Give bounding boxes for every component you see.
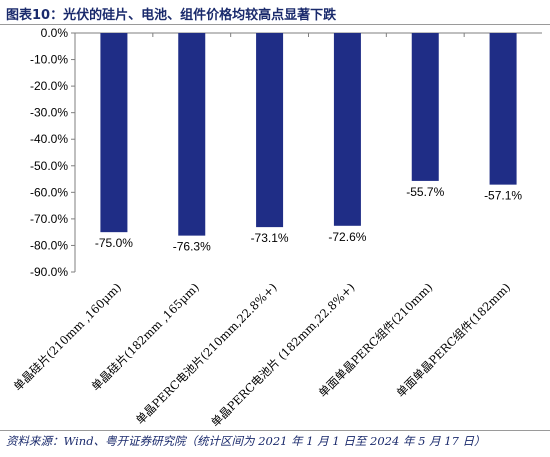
data-label: -55.7% xyxy=(406,185,444,199)
y-tick-label: -60.0% xyxy=(30,185,68,199)
y-tick-label: -20.0% xyxy=(30,79,68,93)
y-tick-label: -40.0% xyxy=(30,132,68,146)
y-tick-label: -50.0% xyxy=(30,159,68,173)
category-labels: 单晶硅片(210mm ,160μm)单晶硅片(182mm ,165μm)单晶PE… xyxy=(11,280,514,429)
data-label: -76.3% xyxy=(173,240,211,254)
bar xyxy=(489,33,517,185)
bar xyxy=(333,33,361,226)
y-axis: 0.0% -10.0% -20.0% -30.0% -40.0% -50.0% -60.0%… xyxy=(30,26,542,279)
y-tick-label: 0.0% xyxy=(41,26,69,40)
bar xyxy=(100,33,128,233)
chart-title: 图表10：光伏的硅片、电池、组件价格均较高点显著下跌 xyxy=(6,8,337,23)
bar xyxy=(178,33,206,236)
data-label: -72.6% xyxy=(328,230,366,244)
bars xyxy=(74,33,517,236)
bar-chart: 0.0% -10.0% -20.0% -30.0% -40.0% -50.0% -60.0%… xyxy=(11,26,542,430)
data-label: -75.0% xyxy=(95,236,133,250)
bar xyxy=(411,33,439,181)
data-label: -73.1% xyxy=(251,231,289,245)
data-label: -57.1% xyxy=(484,189,522,203)
source-divider xyxy=(0,430,550,431)
source-note: 资料来源：Wind、粤开证券研究院（统计区间为 2021 年 1 月 1 日至 … xyxy=(6,434,486,448)
bar xyxy=(256,33,284,228)
category-label: 单晶PERC电池片 (182mm,22.8%+) xyxy=(208,280,357,429)
title-divider xyxy=(0,24,550,25)
y-tick-label: -70.0% xyxy=(30,212,68,226)
y-tick-label: -10.0% xyxy=(30,53,68,67)
data-labels: -75.0% -76.3% -73.1% -72.6% -55.7% -57.1% xyxy=(95,185,523,254)
category-label: 单晶PERC电池片(210mm,22.8%+) xyxy=(133,280,280,427)
y-tick-label: -80.0% xyxy=(30,238,68,252)
y-tick-label: -30.0% xyxy=(30,106,68,120)
y-tick-label: -90.0% xyxy=(30,265,68,279)
